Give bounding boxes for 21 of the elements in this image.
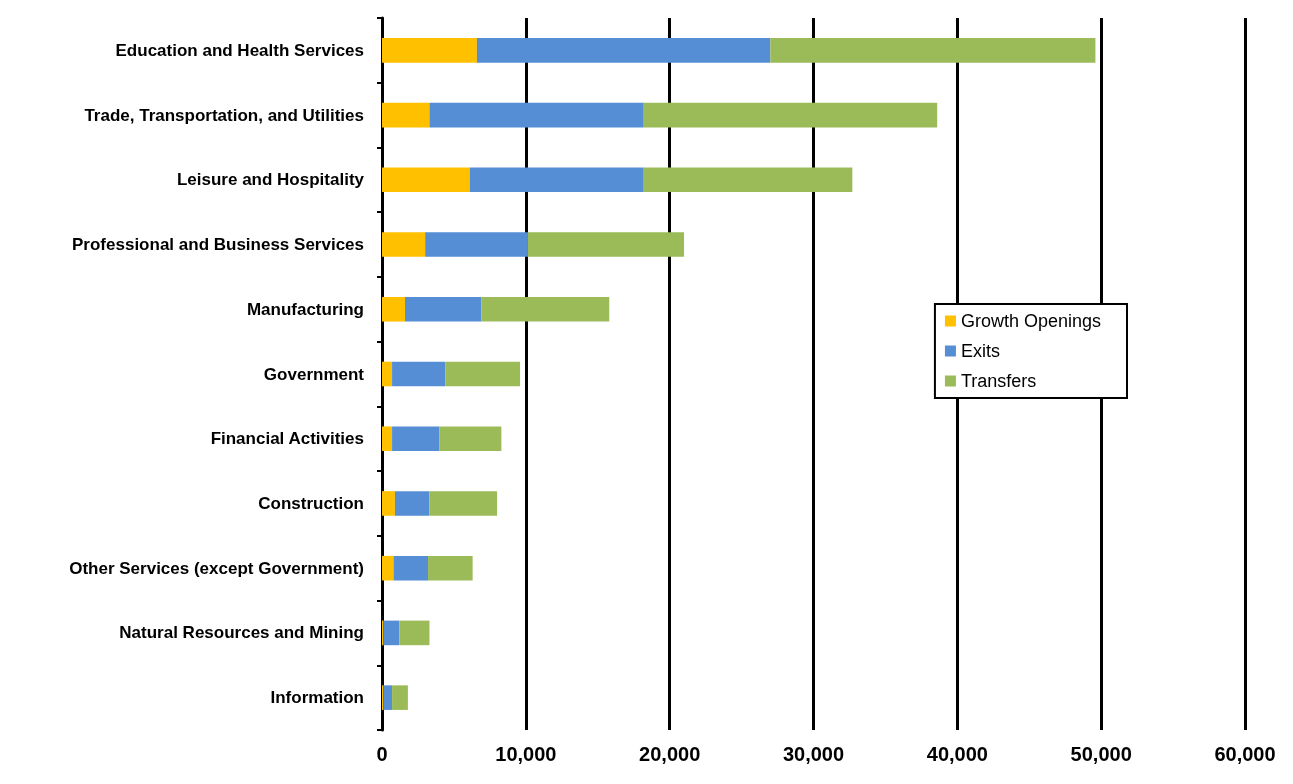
x-tick-label: 20,000 [639,743,701,765]
y-tick-label: Information [270,688,364,708]
x-tick-label: 0 [376,743,388,765]
x-tick-label: 40,000 [926,743,988,765]
legend-label: Growth Openings [960,311,1102,331]
x-tick-label: 30,000 [782,743,845,765]
x-tick-label: 60,000 [1214,743,1276,765]
y-tick-label: Construction [258,493,364,513]
y-tick-label: Other Services (except Government) [69,558,364,578]
y-tick-label: Professional and Business Services [72,235,364,255]
y-tick-label: Natural Resources and Mining [119,623,364,643]
y-tick-label: Leisure and Hospitality [176,170,365,190]
x-tick-label: 10,000 [495,743,557,765]
y-tick-label: Government [263,364,365,384]
x-tick-label: 50,000 [1070,743,1132,765]
y-tick-label: Financial Activities [210,429,364,449]
y-tick-label: Trade, Transportation, and Utilities [84,105,364,125]
y-tick-label: Education and Health Services [115,40,364,60]
legend-label: Exits [960,341,1000,361]
legend-label: Transfers [960,371,1037,391]
y-tick-label: Manufacturing [246,299,364,319]
